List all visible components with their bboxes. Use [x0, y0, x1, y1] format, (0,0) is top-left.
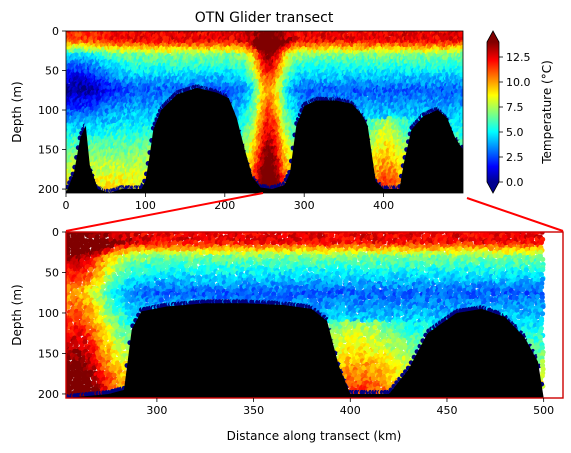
top-temperature-field: [66, 31, 463, 193]
figure-title: OTN Glider transect: [195, 10, 334, 26]
top-glider-samples: [66, 31, 463, 193]
